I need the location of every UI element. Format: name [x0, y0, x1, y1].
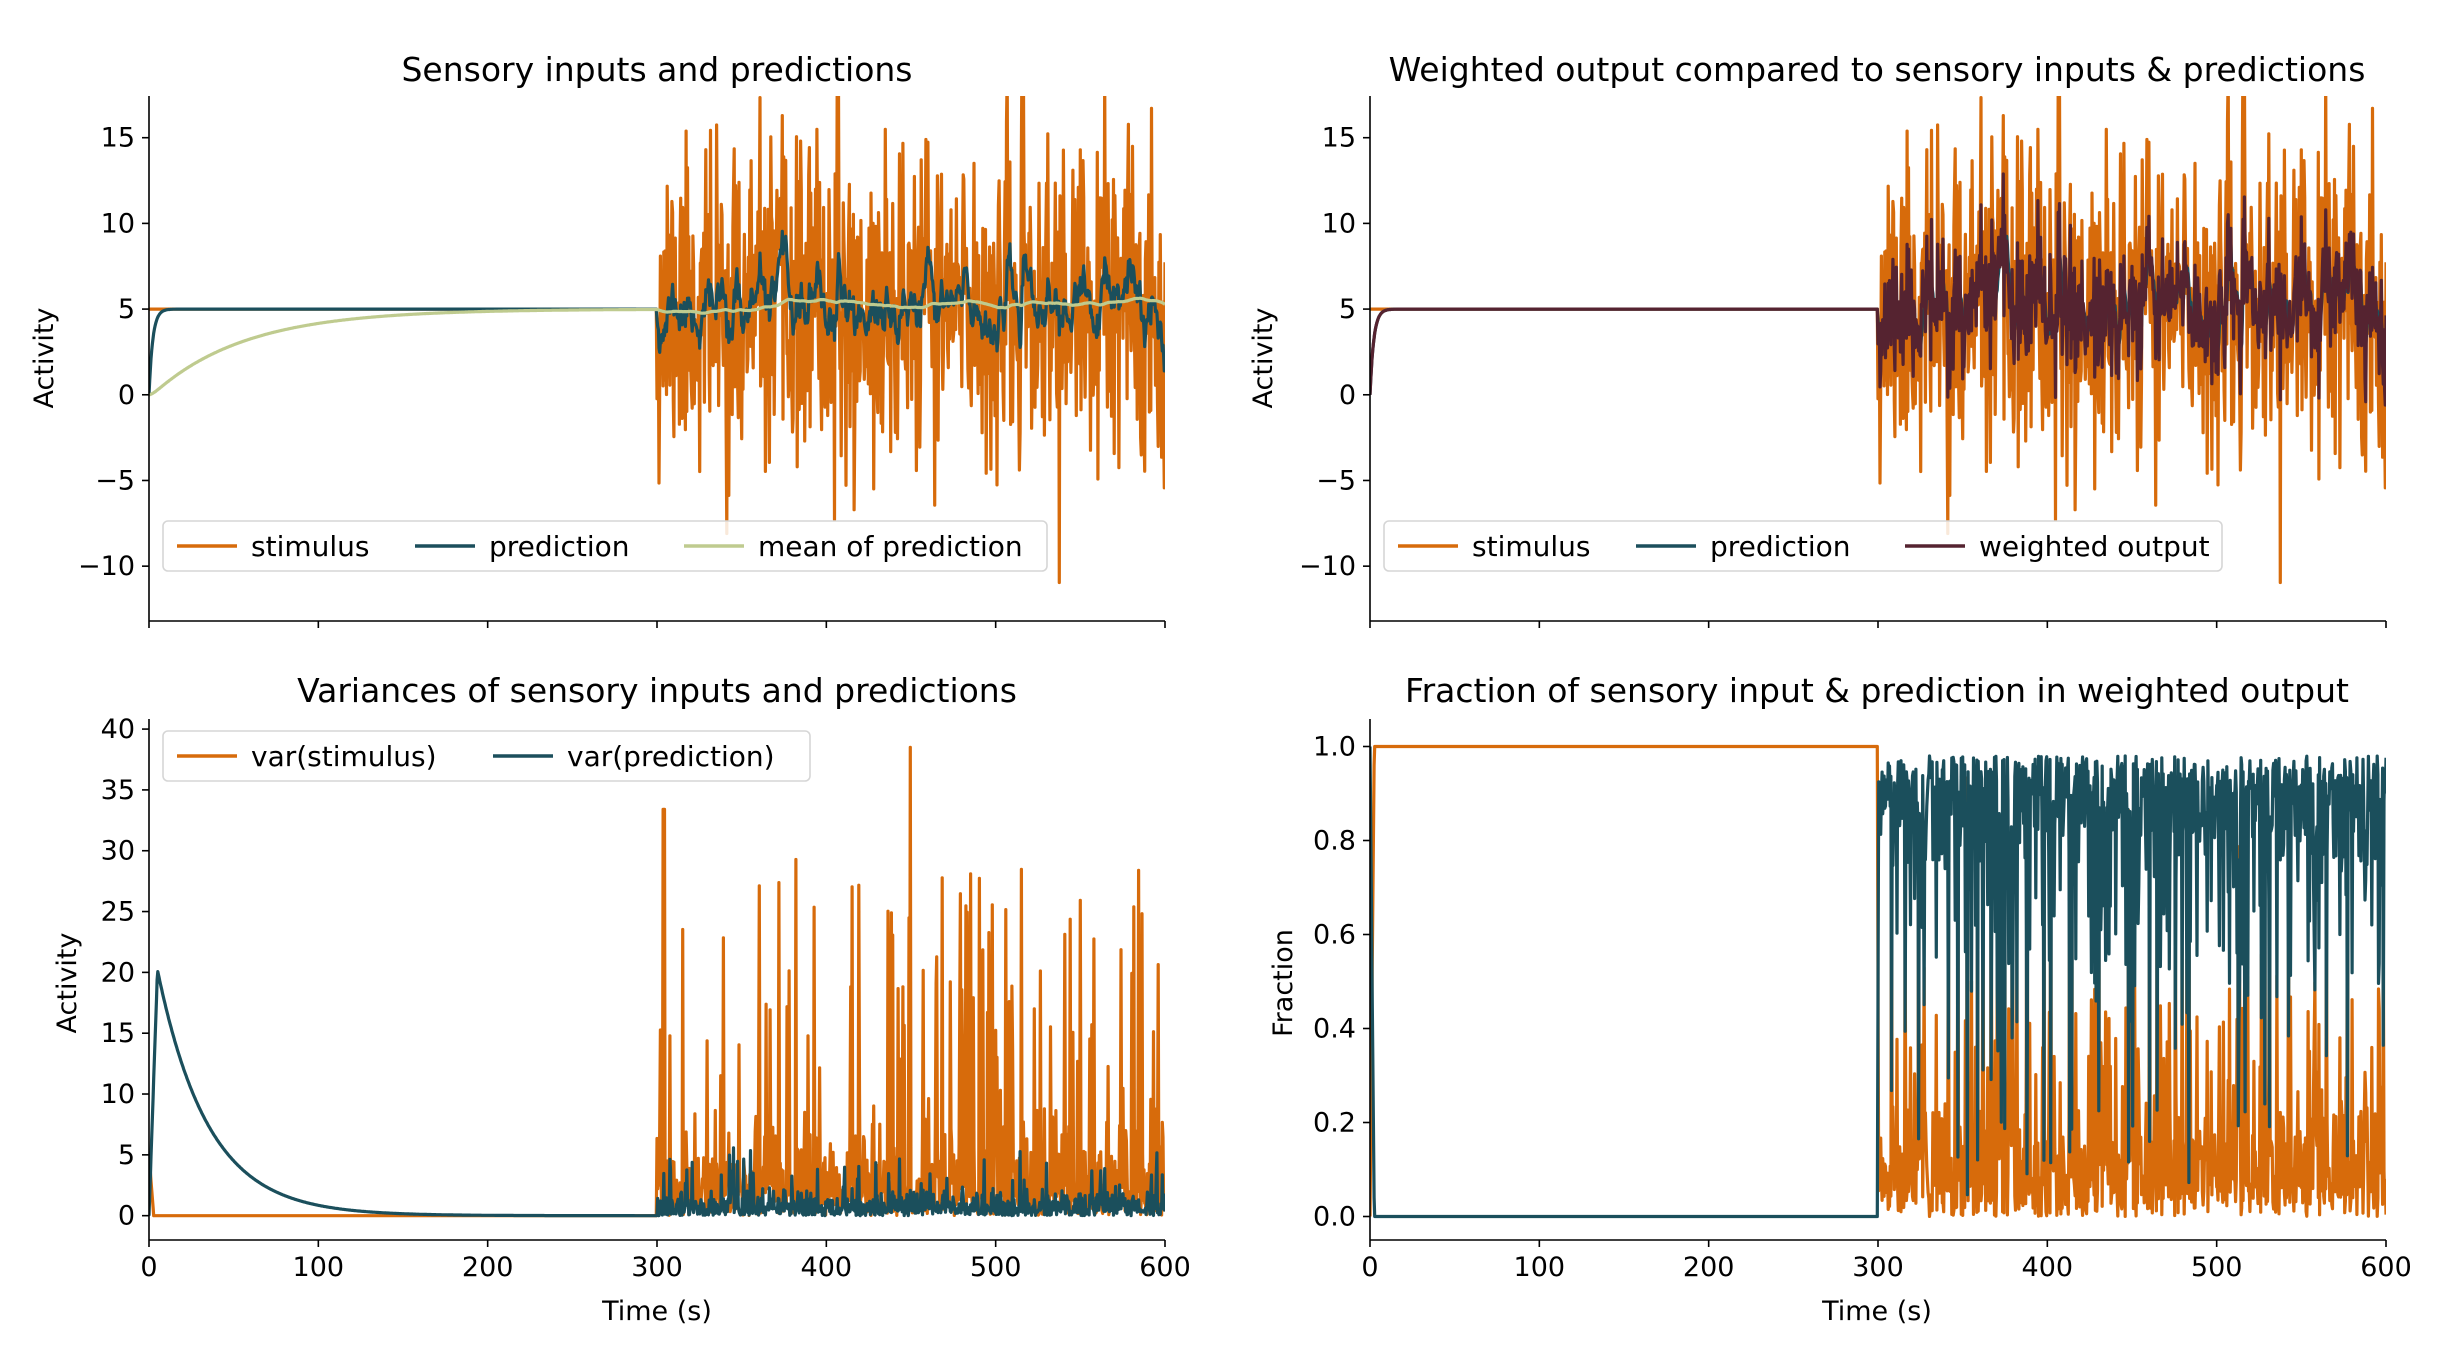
panel-fraction: Fraction of sensory input & prediction i…	[1268, 671, 2412, 1327]
y-tick-label: 0.6	[1313, 920, 1356, 951]
y-tick-label: 15	[1322, 123, 1356, 154]
x-axis-label: Time (s)	[1821, 1296, 1932, 1327]
y-tick-label: 15	[101, 123, 135, 154]
legend: var(stimulus) var(prediction)	[162, 730, 811, 782]
legend-label: weighted output	[1979, 530, 2210, 563]
y-tick-label: 10	[101, 208, 135, 239]
y-axis-label: Activity	[1248, 307, 1279, 408]
y-tick-label: −5	[95, 465, 135, 496]
y-tick-label: 5	[118, 1140, 135, 1171]
series-group	[149, 96, 1165, 585]
y-tick-label: 30	[101, 836, 135, 867]
panel-title: Sensory inputs and predictions	[401, 50, 912, 89]
plot-area: −10 −5 0 5 10 15 stimulus prediction weighted ou…	[1299, 96, 2387, 628]
y-tick-label: 10	[101, 1079, 135, 1110]
y-tick-label: 0	[118, 380, 135, 411]
x-tick-label: 200	[1683, 1252, 1735, 1283]
y-tick-label: −5	[1316, 465, 1356, 496]
legend-label: prediction	[489, 530, 629, 563]
series-group	[1370, 744, 2386, 1219]
legend-label: prediction	[1710, 530, 1850, 563]
legend: stimulus prediction mean of prediction	[162, 520, 1048, 572]
x-tick-label: 600	[2360, 1252, 2412, 1283]
series-line-var-stimulus-	[149, 745, 1165, 1218]
series-line-prediction	[149, 229, 1165, 395]
plot-area: −10 −5 0 5 10 15 stimulus prediction mean of pre…	[78, 96, 1166, 628]
series-line-var-prediction-	[149, 970, 1165, 1218]
legend: stimulus prediction weighted output	[1383, 520, 2223, 572]
legend-label: mean of prediction	[758, 530, 1023, 563]
y-tick-label: 0.8	[1313, 826, 1356, 857]
legend-box	[1383, 520, 2223, 572]
x-tick-label: 200	[462, 1252, 514, 1283]
y-axis-label: Activity	[52, 932, 83, 1033]
legend-label: var(stimulus)	[251, 740, 437, 773]
panel-sensory-inputs-predictions: Sensory inputs and predictions Activity …	[29, 50, 1166, 628]
y-axis-label: Activity	[29, 307, 60, 408]
x-tick-label: 100	[293, 1252, 345, 1283]
y-tick-label: 1.0	[1313, 732, 1356, 763]
series-group	[149, 745, 1165, 1218]
y-tick-label: 0.2	[1313, 1108, 1356, 1139]
x-tick-label: 300	[631, 1252, 683, 1283]
x-tick-label: 0	[1361, 1252, 1378, 1283]
panel-title: Fraction of sensory input & prediction i…	[1405, 671, 2349, 710]
panel-title: Weighted output compared to sensory inpu…	[1389, 50, 2366, 89]
y-tick-label: 25	[101, 897, 135, 928]
x-tick-label: 600	[1139, 1252, 1191, 1283]
y-tick-label: 35	[101, 775, 135, 806]
series-group	[1370, 96, 2386, 585]
series-line-weighted-output	[1370, 172, 2386, 407]
y-tick-label: 0.4	[1313, 1014, 1356, 1045]
x-tick-label: 0	[140, 1252, 157, 1283]
series-line-mean-of-prediction	[149, 296, 1165, 397]
plot-area: 0 100 200 300 400 500 600 0 5 10 15 20 25 30 35 40 var(s…	[101, 714, 1191, 1283]
x-tick-label: 100	[1514, 1252, 1566, 1283]
panel-title: Variances of sensory inputs and predicti…	[297, 671, 1017, 710]
x-tick-label: 300	[1852, 1252, 1904, 1283]
legend-label: var(prediction)	[567, 740, 775, 773]
x-tick-label: 400	[2022, 1252, 2074, 1283]
y-tick-label: 40	[101, 714, 135, 745]
series-line-unnamed-1	[1370, 746, 2386, 1219]
legend-label: stimulus	[1472, 530, 1590, 563]
y-tick-label: 5	[1339, 294, 1356, 325]
y-axis-label: Fraction	[1268, 929, 1299, 1037]
y-tick-label: 0.0	[1313, 1202, 1356, 1233]
y-tick-label: 20	[101, 957, 135, 988]
plot-area: 0 100 200 300 400 500 600 0.0 0.2 0.4 0.6 0.8 1.0	[1313, 719, 2412, 1283]
panel-weighted-output: Weighted output compared to sensory inpu…	[1248, 50, 2387, 628]
legend-box	[162, 730, 811, 782]
y-tick-label: −10	[78, 551, 135, 582]
panel-variances: Variances of sensory inputs and predicti…	[52, 671, 1191, 1327]
x-tick-label: 500	[970, 1252, 1022, 1283]
y-tick-label: −10	[1299, 551, 1356, 582]
y-tick-label: 15	[101, 1018, 135, 1049]
y-tick-label: 5	[118, 294, 135, 325]
y-tick-label: 10	[1322, 208, 1356, 239]
x-tick-label: 500	[2191, 1252, 2243, 1283]
x-tick-label: 400	[801, 1252, 853, 1283]
y-tick-label: 0	[118, 1201, 135, 1232]
legend-label: stimulus	[251, 530, 369, 563]
y-tick-label: 0	[1339, 380, 1356, 411]
x-axis-label: Time (s)	[601, 1296, 712, 1327]
legend-box	[162, 520, 1048, 572]
